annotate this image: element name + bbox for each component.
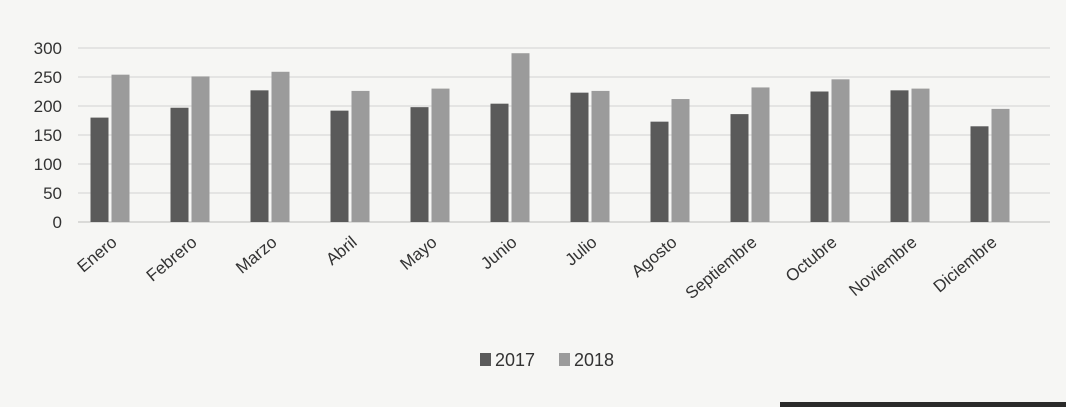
y-tick-label: 0 [53,213,62,232]
bar-2017-noviembre [891,90,909,222]
bar-2017-abril [331,111,349,222]
x-tick-label-octubre: Octubre [782,233,841,286]
bar-2018-junio [512,53,530,222]
x-tick-label-mayo: Mayo [397,233,441,274]
y-tick-label: 300 [34,39,62,58]
x-tick-label-febrero: Febrero [143,233,201,286]
bars [91,53,1010,222]
x-axis-labels: Enero Febrero Marzo Abril Mayo Junio Julio Agos… [74,233,1001,303]
bar-2017-julio [571,93,589,222]
bar-2017-octubre [811,92,829,223]
x-tick-label-marzo: Marzo [232,233,280,278]
bar-2018-marzo [272,72,290,222]
x-tick-label-enero: Enero [74,233,121,277]
bar-2018-febrero [192,76,210,222]
bar-2018-agosto [672,99,690,222]
x-tick-label-septiembre: Septiembre [682,233,761,303]
x-tick-label-junio: Junio [477,233,520,274]
legend-label-2018: 2018 [574,350,614,370]
y-axis-ticks: 0 50 100 150 200 250 300 [34,39,62,232]
y-tick-label: 50 [43,184,62,203]
x-tick-label-julio: Julio [562,233,601,270]
bar-2018-septiembre [752,87,770,222]
y-tick-label: 200 [34,97,62,116]
legend-swatch-2017 [480,353,491,366]
y-tick-label: 250 [34,68,62,87]
bar-2018-enero [112,75,130,222]
x-tick-label-abril: Abril [322,233,360,269]
legend-label-2017: 2017 [495,350,535,370]
bar-2017-enero [91,118,109,222]
x-tick-label-noviembre: Noviembre [845,233,920,300]
bar-2017-septiembre [731,114,749,222]
bar-2017-agosto [651,122,669,222]
bar-2018-diciembre [992,109,1010,222]
bar-2017-mayo [411,107,429,222]
bar-2018-noviembre [912,89,930,222]
scan-edge-shadow [780,402,1066,407]
y-tick-label: 150 [34,126,62,145]
bar-2017-junio [491,104,509,222]
bar-2017-febrero [171,108,189,222]
y-tick-label: 100 [34,155,62,174]
bar-2018-octubre [832,79,850,222]
bar-2017-diciembre [971,126,989,222]
bar-2018-mayo [432,89,450,222]
legend-swatch-2018 [559,353,570,366]
bar-2017-marzo [251,90,269,222]
bar-2018-julio [592,91,610,222]
legend: 2017 2018 [480,350,614,370]
x-tick-label-diciembre: Diciembre [930,233,1001,297]
bar-2018-abril [352,91,370,222]
x-tick-label-agosto: Agosto [628,233,681,282]
